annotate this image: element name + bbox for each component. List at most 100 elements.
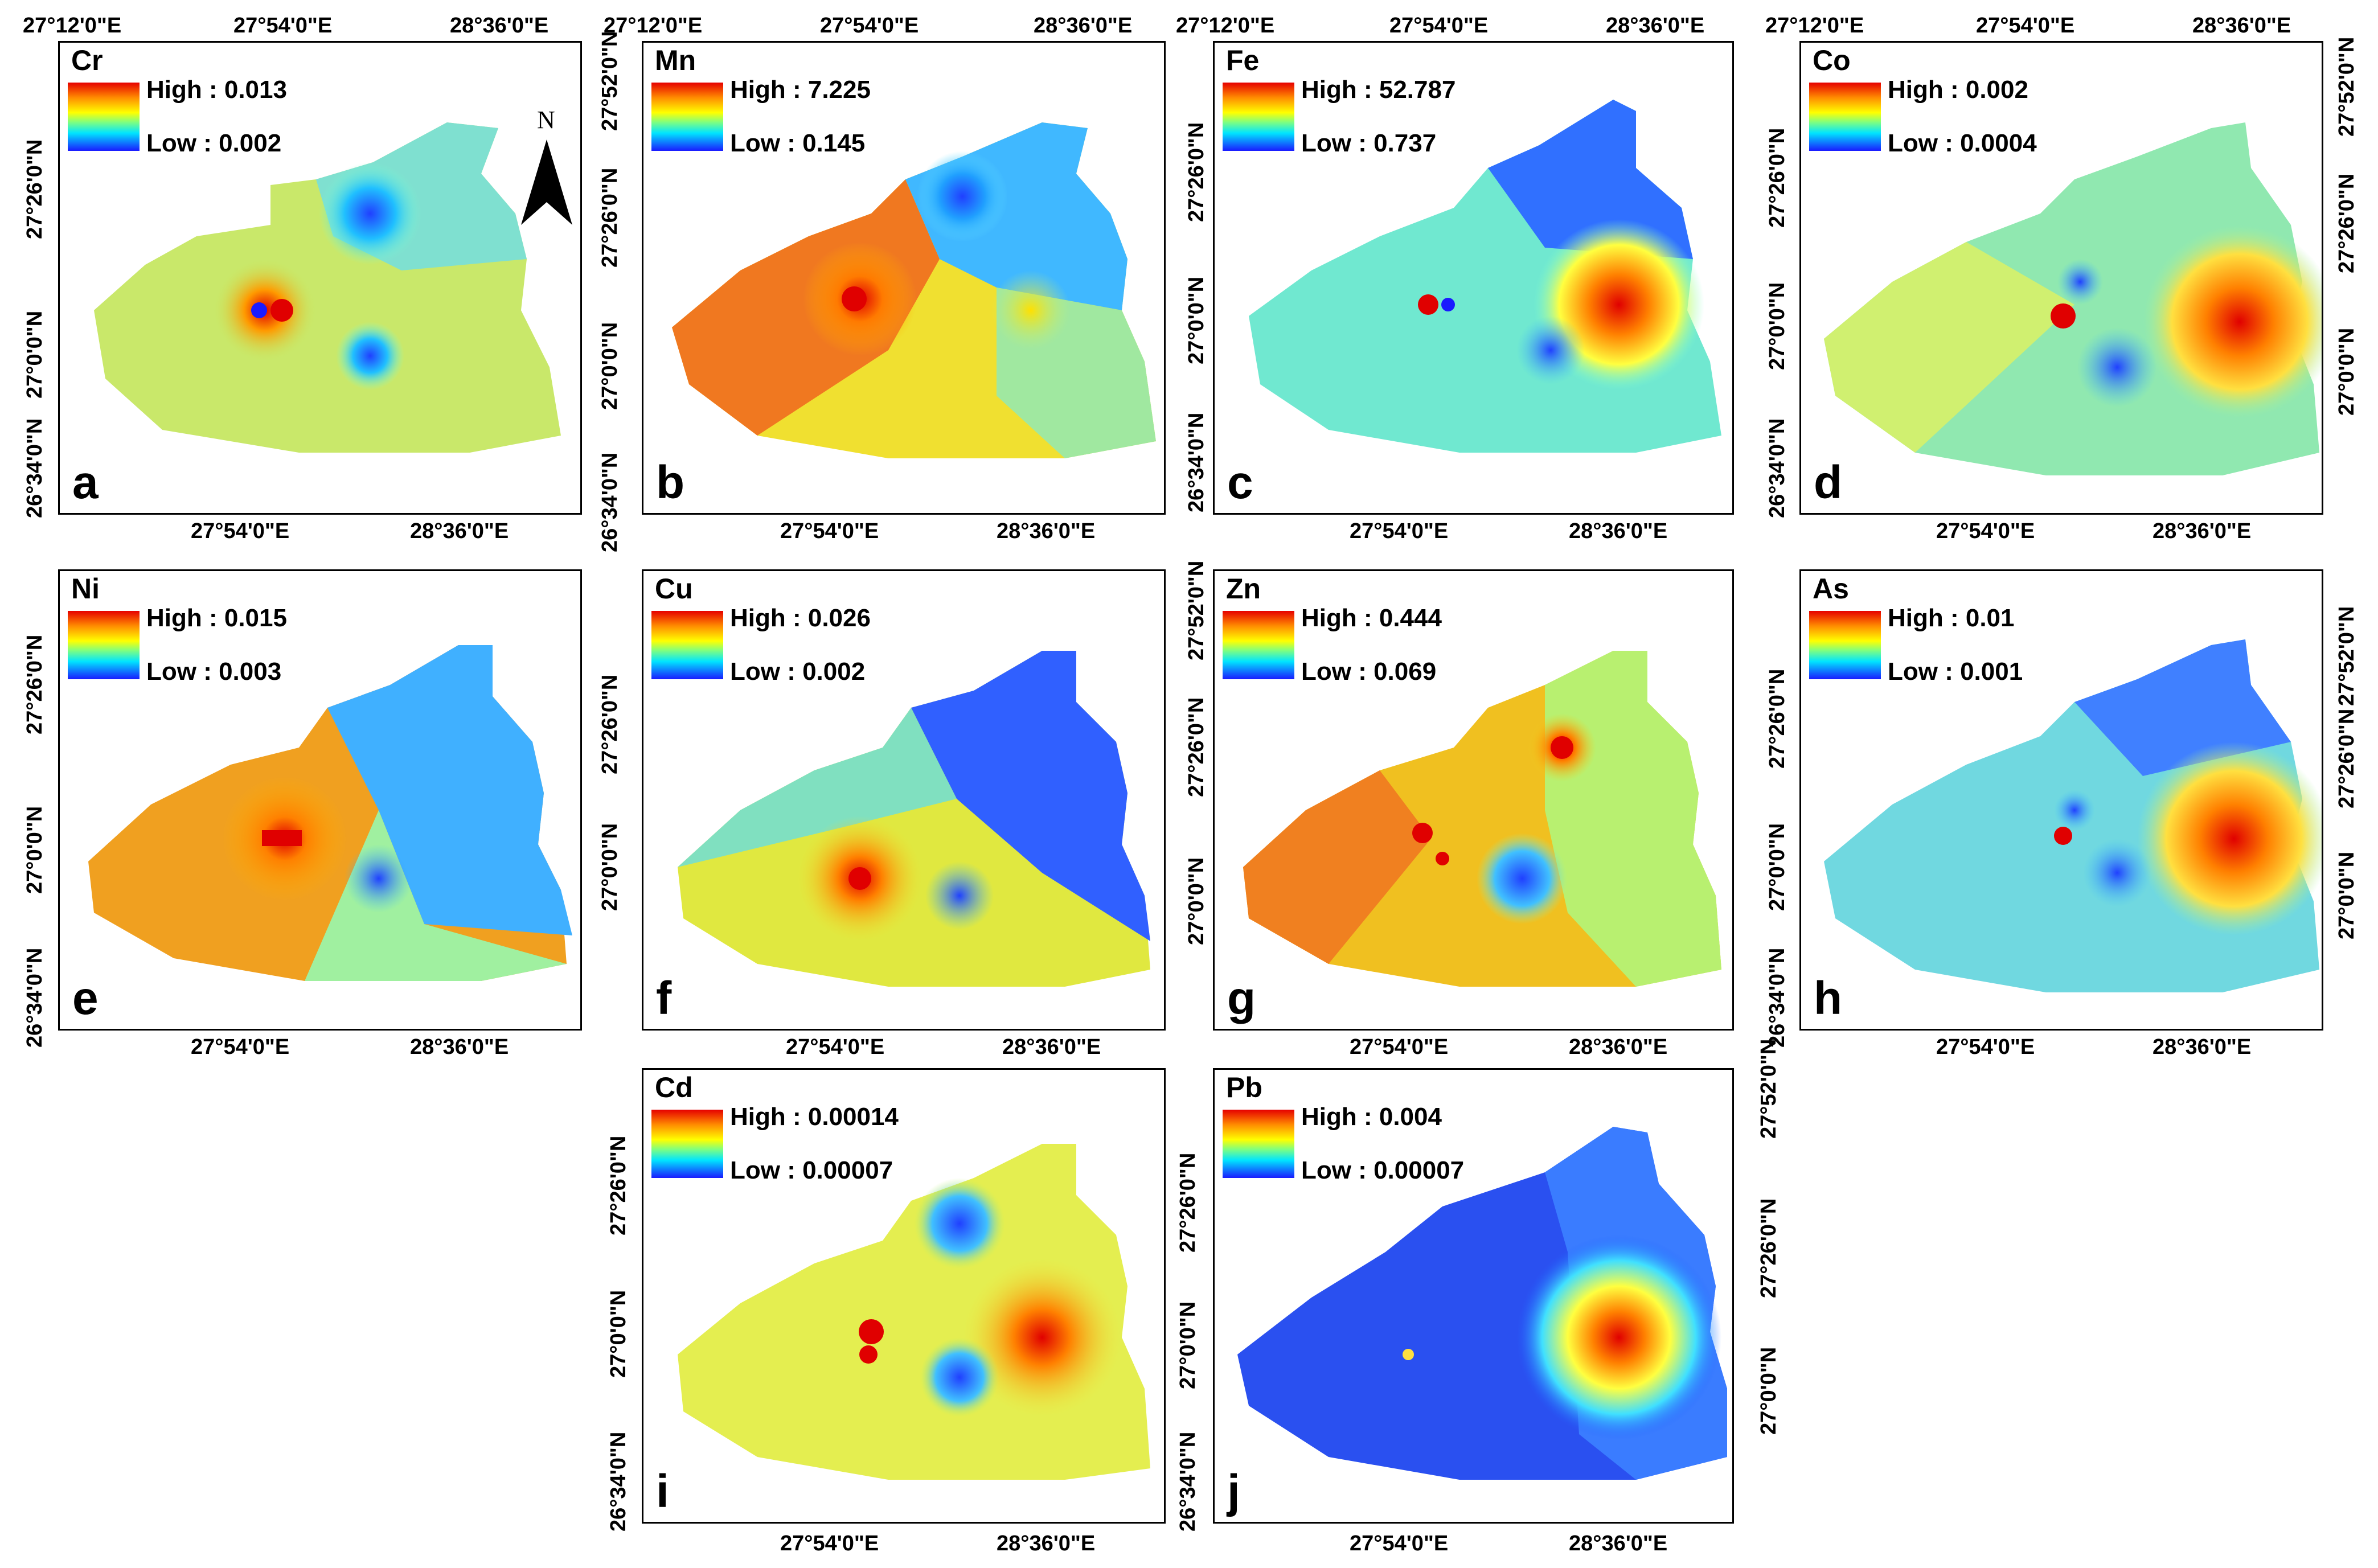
interpolation-map <box>1243 651 1721 987</box>
lat-tick: 27°52'0"N <box>2335 36 2359 137</box>
lat-tick: 27°26'0"N <box>1184 697 1208 797</box>
panel-letter: g <box>1227 972 1256 1024</box>
lat-tick: 27°26'0"N <box>1765 668 1789 769</box>
lon-tick: 28°36'0"E <box>997 519 1096 543</box>
lat-tick: 27°0'0"N <box>1757 1347 1781 1435</box>
element-label: Cu <box>655 573 693 605</box>
color-ramp-legend <box>651 83 723 151</box>
legend-high-value: High : 0.015 <box>146 604 287 632</box>
lat-tick: 27°26'0"N <box>23 634 47 734</box>
panel-letter: e <box>72 972 99 1024</box>
legend-low-value: Low : 0.002 <box>146 129 282 157</box>
panel-letter: h <box>1814 972 1843 1024</box>
color-ramp-legend <box>651 1110 723 1178</box>
lat-tick: 27°26'0"N <box>1757 1198 1781 1298</box>
legend-low-value: Low : 0.145 <box>730 129 866 157</box>
interpolation-map <box>672 122 1156 458</box>
map-panel-a: Cr High : 0.013 Low : 0.002 a N <box>58 41 582 515</box>
lat-tick: 26°34'0"N <box>1765 947 1789 1048</box>
lon-tick: 28°36'0"E <box>1606 14 1705 38</box>
lon-tick: 28°36'0"E <box>410 1035 509 1059</box>
lon-tick: 28°36'0"E <box>1569 1035 1668 1059</box>
lon-tick: 27°54'0"E <box>786 1035 885 1059</box>
lon-tick: 27°12'0"E <box>604 14 703 38</box>
lon-tick: 27°54'0"E <box>1936 519 2035 543</box>
legend-low-value: Low : 0.00007 <box>1301 1156 1465 1184</box>
lat-tick: 26°34'0"N <box>1184 412 1208 512</box>
lon-tick: 28°36'0"E <box>450 14 549 38</box>
legend-high-value: High : 0.444 <box>1301 604 1442 632</box>
map-panel-e: Ni High : 0.015 Low : 0.003 e <box>58 569 582 1031</box>
lat-tick: 27°26'0"N <box>1184 122 1208 222</box>
color-ramp-legend <box>1223 1110 1294 1178</box>
lon-tick: 28°36'0"E <box>410 519 509 543</box>
lat-tick: 26°34'0"N <box>1765 418 1789 518</box>
color-ramp-legend <box>1223 611 1294 679</box>
lat-tick: 27°0'0"N <box>1184 857 1208 945</box>
lat-tick: 27°0'0"N <box>23 310 47 399</box>
lon-tick: 28°36'0"E <box>1002 1035 1101 1059</box>
lat-tick: 27°26'0"N <box>23 139 47 239</box>
lat-tick: 27°52'0"N <box>598 31 622 131</box>
lon-tick: 27°54'0"E <box>1936 1035 2035 1059</box>
lat-tick: 27°52'0"N <box>1757 1039 1781 1139</box>
legend-low-value: Low : 0.737 <box>1301 129 1437 157</box>
lat-tick: 27°0'0"N <box>1184 276 1208 364</box>
legend-high-value: High : 0.013 <box>146 76 287 104</box>
color-ramp-legend <box>1809 611 1881 679</box>
legend-low-value: Low : 0.00007 <box>730 1156 893 1184</box>
legend-low-value: Low : 0.003 <box>146 658 282 686</box>
lat-tick: 27°0'0"N <box>23 806 47 894</box>
lon-tick: 27°12'0"E <box>1176 14 1275 38</box>
north-arrow-icon: N <box>521 106 572 225</box>
panel-letter: f <box>656 972 672 1024</box>
interpolation-map <box>94 122 561 453</box>
lon-tick: 28°36'0"E <box>2152 1035 2252 1059</box>
legend-high-value: High : 0.01 <box>1888 604 2015 632</box>
lat-tick: 27°0'0"N <box>598 322 622 410</box>
panel-letter: b <box>656 457 685 508</box>
element-label: Cd <box>655 1072 693 1103</box>
color-ramp-legend <box>68 611 140 679</box>
lat-tick: 27°0'0"N <box>2335 851 2359 939</box>
lat-tick: 27°26'0"N <box>598 674 622 774</box>
map-panel-b: Mn High : 7.225 Low : 0.145 b <box>642 41 1166 515</box>
interpolation-map <box>1237 1127 1727 1480</box>
lat-tick: 27°0'0"N <box>2335 327 2359 416</box>
lon-tick: 28°36'0"E <box>997 1532 1096 1555</box>
lat-tick: 27°26'0"N <box>1765 128 1789 228</box>
lon-tick: 27°54'0"E <box>233 14 333 38</box>
lon-tick: 27°54'0"E <box>1350 1035 1449 1059</box>
element-label: Co <box>1813 44 1851 76</box>
lat-tick: 26°34'0"N <box>23 947 47 1048</box>
lon-tick: 28°36'0"E <box>1034 14 1133 38</box>
element-label: As <box>1813 573 1849 605</box>
lon-tick: 28°36'0"E <box>1569 1532 1668 1555</box>
map-panel-f: Cu High : 0.026 Low : 0.002 f <box>642 569 1166 1031</box>
map-panel-g: Zn High : 0.444 Low : 0.069 g <box>1213 569 1734 1031</box>
lat-tick: 27°52'0"N <box>2335 606 2359 706</box>
lat-tick: 27°26'0"N <box>1176 1152 1200 1253</box>
lon-tick: 27°54'0"E <box>820 14 919 38</box>
legend-high-value: High : 0.004 <box>1301 1103 1442 1131</box>
element-label: Pb <box>1226 1072 1262 1103</box>
svg-text:N: N <box>537 106 555 134</box>
lat-tick: 26°34'0"N <box>23 418 47 518</box>
interpolation-map <box>1824 639 2322 992</box>
legend-high-value: High : 0.026 <box>730 604 871 632</box>
legend-low-value: Low : 0.069 <box>1301 658 1437 686</box>
interpolation-map <box>88 645 572 981</box>
element-label: Fe <box>1226 44 1260 76</box>
lon-tick: 28°36'0"E <box>2192 14 2291 38</box>
map-panel-c: Fe High : 52.787 Low : 0.737 c <box>1213 41 1734 515</box>
lat-tick: 27°26'0"N <box>2335 708 2359 808</box>
color-ramp-legend <box>68 83 140 151</box>
lat-tick: 27°26'0"N <box>2335 173 2359 273</box>
color-ramp-legend <box>1223 83 1294 151</box>
legend-high-value: High : 7.225 <box>730 76 871 104</box>
lat-tick: 27°0'0"N <box>1765 282 1789 370</box>
interpolation-map <box>678 1144 1150 1480</box>
lat-tick: 27°52'0"N <box>1184 560 1208 660</box>
color-ramp-legend <box>1809 83 1881 151</box>
lat-tick: 27°26'0"N <box>598 167 622 268</box>
